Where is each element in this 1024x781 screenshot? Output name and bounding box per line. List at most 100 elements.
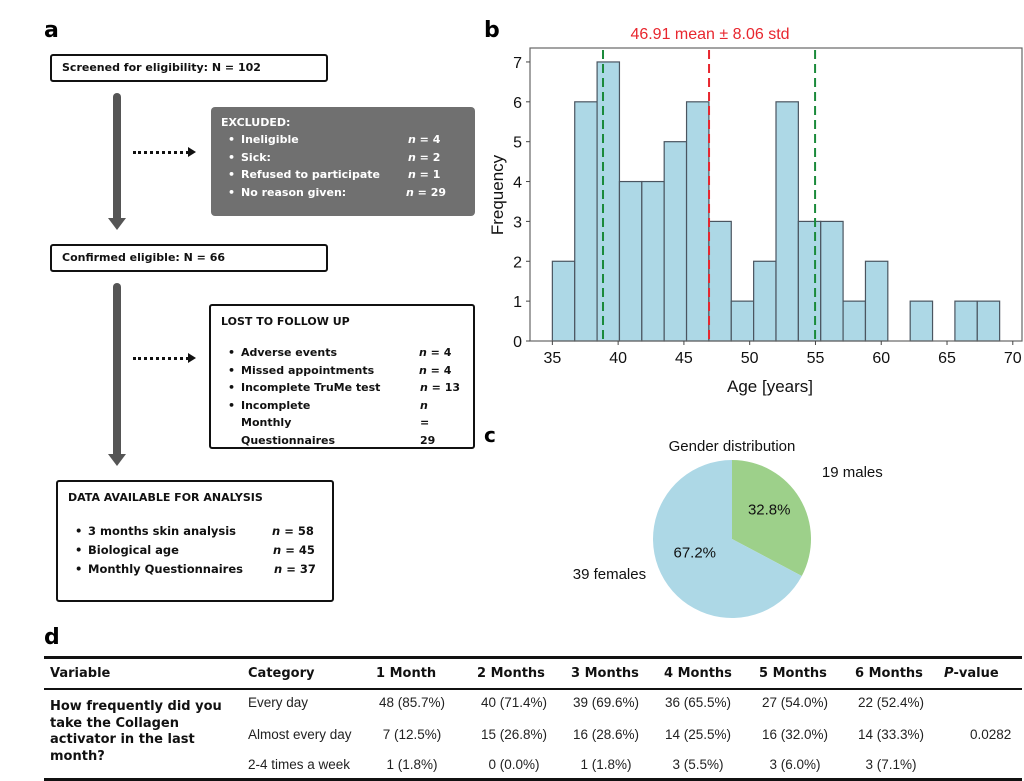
histogram-bar (708, 220, 732, 342)
histogram-bar (596, 61, 621, 342)
dotted-arrow-excluded (133, 151, 189, 154)
x-tick-label: 55 (807, 350, 825, 367)
dotted-arrow-lost (133, 357, 189, 360)
histogram-ylabel: Frequency (488, 154, 507, 235)
th-pvalue: P-value (944, 666, 999, 681)
table-cell: 48 (85.7%) (378, 695, 446, 710)
table-cell: 0 (0.0%) (488, 757, 540, 772)
table-category-cell: Almost every day (248, 727, 352, 742)
table-cell: 7 (12.5%) (382, 727, 442, 742)
table-bottom-rule (44, 778, 1022, 781)
table-top-rule (44, 656, 1022, 659)
table-cell: 39 (69.6%) (572, 695, 640, 710)
x-tick-label: 65 (938, 350, 956, 367)
age-histogram: 46.91 mean ± 8.06 std 35 40 45 50 55 60 65 70 0… (488, 26, 1023, 396)
th-month-5: 5 Months (759, 666, 827, 681)
dotted-arrow-lost-head (188, 353, 196, 363)
y-tick-label: 4 (513, 175, 522, 192)
table-cell: 14 (25.5%) (664, 727, 732, 742)
y-tick-label: 5 (513, 135, 522, 152)
histogram-bar (730, 300, 755, 342)
table-header-rule (44, 688, 1022, 690)
histogram-bar (663, 141, 688, 342)
x-tick-label: 40 (609, 350, 627, 367)
pie-slice-label: 19 males (822, 464, 883, 481)
th-month-4: 4 Months (664, 666, 732, 681)
x-tick-label: 35 (543, 350, 561, 367)
panel-label-d: d (44, 625, 60, 650)
table-category-cell: 2-4 times a week (248, 757, 351, 772)
pie-percent-label: 67.2% (673, 544, 716, 561)
flow-arrow-1-head (108, 218, 126, 230)
table-cell: 1 (1.8%) (386, 757, 438, 772)
th-month-3: 3 Months (571, 666, 639, 681)
table-cell: 14 (33.3%) (857, 727, 925, 742)
histogram-bar (954, 300, 978, 342)
table-cell: 16 (32.0%) (761, 727, 829, 742)
table-variable-cell: How frequently did you take the Collagen… (50, 699, 222, 764)
histogram-bar (753, 260, 777, 342)
th-variable: Variable (50, 666, 111, 681)
x-tick-label: 50 (741, 350, 759, 367)
histogram-bar (685, 101, 710, 342)
screened-box: Screened for eligibility: N = 102 (50, 54, 328, 82)
histogram-bar (864, 260, 889, 342)
lost-title: LOST TO FOLLOW UP (221, 315, 350, 328)
available-title: DATA AVAILABLE FOR ANALYSIS (68, 491, 263, 504)
pie-slice (732, 460, 811, 577)
histogram-bar (641, 180, 665, 342)
table-cell: 27 (54.0%) (761, 695, 829, 710)
y-tick-label: 0 (513, 334, 522, 351)
histogram-axes-frame (529, 47, 1023, 342)
y-tick-label: 3 (513, 214, 522, 231)
y-tick-label: 7 (513, 55, 522, 72)
panel-label-c: c (484, 423, 496, 447)
table-cell: 16 (28.6%) (572, 727, 640, 742)
th-month-2: 2 Months (477, 666, 545, 681)
y-tick-label: 1 (513, 294, 522, 311)
flow-arrow-1-shaft (113, 93, 121, 219)
histogram-xlabel: Age [years] (727, 377, 813, 396)
x-tick-label: 70 (1004, 350, 1022, 367)
table-cell: 3 (5.5%) (672, 757, 724, 772)
gender-pie-chart: Gender distribution 32.8% 19 males 67.2% 39… (573, 438, 883, 618)
pie-slice-label: 39 females (573, 566, 646, 583)
table-cell: 40 (71.4%) (480, 695, 548, 710)
available-item: Biological agen = 45 (68, 541, 322, 560)
confirmed-text: Confirmed eligible: N = 66 (62, 251, 226, 264)
panel-label-a: a (44, 18, 59, 43)
y-tick-label: 6 (513, 95, 522, 112)
screened-text: Screened for eligibility: N = 102 (62, 61, 261, 74)
table-cell: 1 (1.8%) (580, 757, 632, 772)
table-cell: 22 (52.4%) (857, 695, 925, 710)
th-month-1: 1 Month (376, 666, 437, 681)
histogram-bar (842, 300, 867, 342)
histogram-title: 46.91 mean ± 8.06 std (630, 26, 789, 43)
histogram-bar (551, 260, 576, 342)
x-tick-label: 45 (675, 350, 693, 367)
table-cell: 3 (6.0%) (769, 757, 821, 772)
histogram-bar (574, 101, 598, 342)
panel-label-b: b (484, 18, 500, 43)
histogram-bar (775, 101, 799, 342)
x-tick-label: 60 (872, 350, 890, 367)
histogram-bar (909, 300, 934, 342)
available-box: DATA AVAILABLE FOR ANALYSIS 3 months ski… (56, 480, 334, 602)
table-pvalue-cell: 0.0282 (970, 727, 1012, 742)
th-category: Category (248, 666, 315, 681)
pie-percent-label: 32.8% (748, 502, 791, 519)
y-tick-label: 2 (513, 254, 522, 271)
histogram-bar (820, 220, 844, 342)
